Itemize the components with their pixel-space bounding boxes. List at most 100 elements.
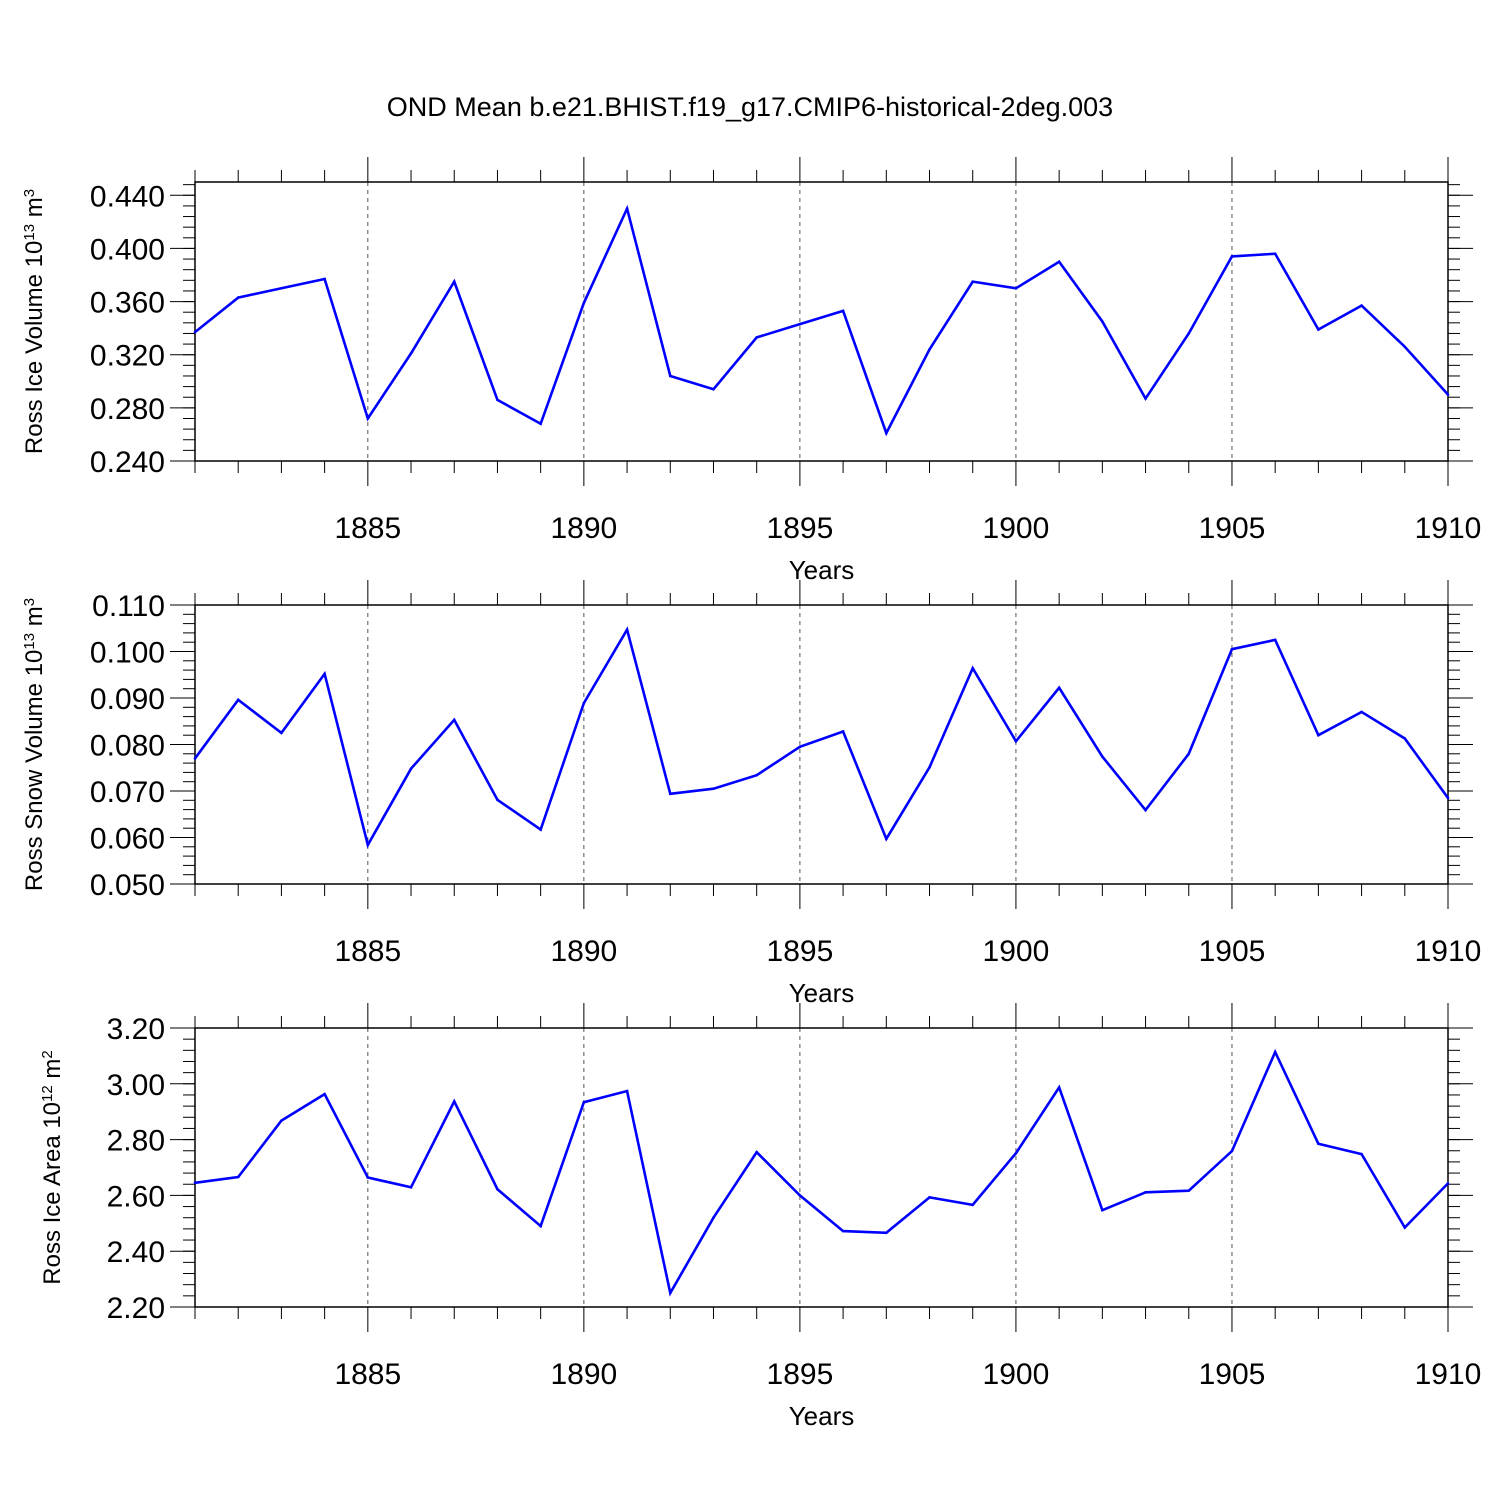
plot-frame [194, 1027, 1449, 1308]
data-point [712, 1216, 715, 1220]
y-tick-label: 0.100 [90, 637, 165, 670]
data-point [885, 431, 888, 435]
data-point [798, 322, 802, 326]
data-point [539, 422, 542, 426]
data-point [1230, 647, 1234, 651]
figure-title: OND Mean b.e21.BHIST.f19_g17.CMIP6-histo… [386, 92, 1114, 122]
data-point [496, 798, 499, 802]
data-point [1360, 304, 1363, 307]
x-tick-label: 1885 [334, 935, 401, 968]
series-line [194, 204, 1449, 437]
data-point [366, 1176, 370, 1179]
data-point [193, 330, 197, 334]
data-point [280, 1119, 283, 1122]
y-axis-label: Ross Ice Volume 1013 m3 [21, 189, 49, 454]
y-axis-label-superscript: 3 [21, 598, 38, 606]
data-point [236, 698, 240, 702]
x-tick-label: 1910 [1415, 1358, 1482, 1391]
data-point [539, 1224, 542, 1228]
y-axis-label-part: m [21, 197, 48, 224]
y-tick-label: 0.400 [90, 233, 165, 266]
x-axis-label: Years [789, 1401, 855, 1431]
data-point [971, 1203, 975, 1207]
y-tick-label: 3.20 [107, 1013, 165, 1046]
data-point [1144, 397, 1147, 400]
data-point [236, 1175, 240, 1179]
x-tick-label: 1910 [1415, 512, 1482, 545]
data-point [841, 309, 845, 313]
y-axis-label-part: Ross Ice Area 10 [39, 1102, 66, 1285]
data-point [841, 730, 845, 733]
y-tick-label: 3.00 [107, 1069, 165, 1102]
data-point [625, 207, 629, 210]
data-point [885, 837, 888, 841]
data-point [452, 718, 456, 722]
y-tick-label: 0.110 [92, 590, 165, 623]
panel-3: 2.20 2.40 2.60 2.80 3.00 3.20 1885 1890 1895 1900… [39, 1003, 1482, 1431]
y-axis-label-superscript: 3 [21, 189, 38, 197]
plot-frame [194, 604, 1449, 885]
data-point [1014, 286, 1018, 290]
data-point [1101, 755, 1104, 758]
y-axis-label: Ross Ice Area 1012 m2 [39, 1050, 67, 1284]
data-point [1446, 796, 1450, 800]
data-point [496, 1187, 499, 1191]
data-point [1230, 255, 1234, 258]
y-tick-label: 2.40 [107, 1236, 165, 1269]
data-point [496, 398, 499, 402]
data-point [280, 286, 283, 290]
x-tick-label: 1910 [1415, 935, 1482, 968]
series-line [194, 1048, 1449, 1297]
data-point [798, 745, 802, 749]
data-point [625, 628, 629, 631]
data-point [582, 701, 586, 705]
y-tick-label: 0.360 [90, 287, 165, 320]
x-tick-label: 1890 [550, 1358, 617, 1391]
y-tick-label: 2.60 [107, 1180, 165, 1213]
data-point [798, 1194, 802, 1197]
x-tick-label: 1900 [983, 1358, 1050, 1391]
data-point [668, 374, 672, 378]
y-axis-label-part: Ross Ice Volume 10 [21, 241, 48, 454]
data-point [1273, 638, 1277, 642]
data-point [1101, 1208, 1104, 1212]
y-axis-label-part: Ross Snow Volume 10 [21, 650, 48, 891]
y-tick-label: 0.070 [90, 776, 165, 809]
x-tick-label: 1900 [983, 935, 1050, 968]
series-line [193, 626, 1450, 849]
panel-2: 0.050 0.060 0.070 0.080 0.090 0.100 0.110 1885 1… [21, 580, 1482, 1008]
x-tick-label: 1905 [1199, 512, 1266, 545]
data-point [452, 280, 456, 283]
data-point [409, 352, 413, 355]
y-tick-label: 0.240 [90, 446, 165, 479]
y-tick-label: 0.060 [90, 823, 165, 856]
data-point [1360, 710, 1363, 714]
data-point [1403, 345, 1407, 349]
y-tick-label: 0.090 [90, 683, 165, 716]
data-point [366, 843, 370, 847]
data-point [1273, 1050, 1277, 1054]
x-tick-label: 1885 [334, 512, 401, 545]
data-point [1187, 752, 1191, 756]
y-axis-label-part: m [39, 1059, 66, 1086]
data-point [1057, 1086, 1061, 1089]
data-point [1014, 739, 1018, 743]
data-point [1057, 686, 1061, 690]
data-point [1187, 332, 1191, 335]
y-tick-label: 0.050 [90, 869, 165, 902]
data-point [1403, 1226, 1407, 1229]
data-point [755, 336, 758, 339]
x-tick-label: 1905 [1199, 935, 1266, 968]
data-point [668, 792, 672, 796]
data-point [928, 348, 931, 351]
data-point [971, 280, 975, 283]
x-axis-label: Years [789, 978, 855, 1008]
x-tick-label: 1905 [1199, 1358, 1266, 1391]
data-point [1360, 1152, 1363, 1156]
data-point [668, 1291, 672, 1295]
data-point [885, 1231, 888, 1235]
y-tick-label: 2.20 [107, 1292, 165, 1325]
x-tick-label: 1895 [767, 935, 834, 968]
y-tick-label: 0.440 [90, 180, 165, 213]
